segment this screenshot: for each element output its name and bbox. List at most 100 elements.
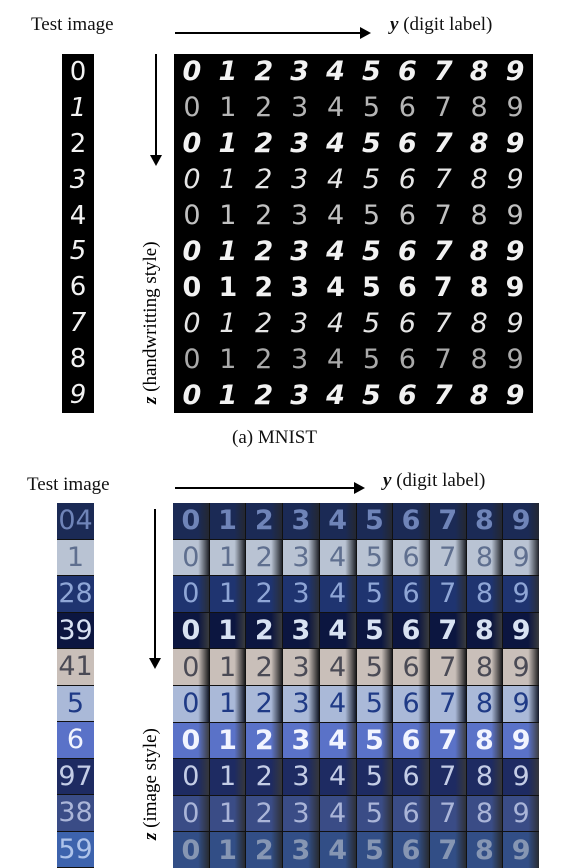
mnist-generated-digit: 1 (218, 379, 238, 411)
mnist-generated-digit: 7 (433, 56, 453, 88)
mnist-generated-digit: 1 (218, 56, 238, 88)
mnist-caption: (a) MNIST (232, 427, 317, 448)
svhn-test-image: 97 (57, 758, 94, 795)
mnist-generated-digit: 4 (326, 235, 345, 267)
svhn-generated-digit: 3 (283, 576, 319, 612)
mnist-z-text: (handwritting style) (140, 241, 161, 397)
mnist-generated-digit: 4 (326, 379, 345, 411)
mnist-generated-digit: 5 (362, 343, 381, 375)
mnist-test-digit: 7 (69, 308, 87, 339)
mnist-generated-digit: 4 (326, 56, 345, 88)
svhn-generated-digit: 7 (429, 539, 466, 576)
svhn-generated-digit: 4 (319, 795, 356, 832)
svhn-generated-digit: 6 (393, 503, 429, 539)
svhn-generated-digit: 5 (356, 795, 393, 832)
mnist-generated-digit: 2 (255, 92, 273, 124)
mnist-generated-digit: 2 (254, 379, 274, 411)
svhn-test-image-column: 04 1 28 39 41 5 6 97 38 59 (57, 503, 94, 868)
mnist-generated-digit: 2 (255, 200, 273, 232)
mnist-y-axis-label: y (digit label) (390, 14, 492, 36)
mnist-generated-digit: 1 (218, 235, 238, 267)
svhn-generated-digit: 6 (393, 685, 429, 722)
svhn-generated-digit: 6 (393, 576, 429, 612)
mnist-test-digit: 8 (69, 344, 87, 375)
mnist-generated-digit: 8 (470, 343, 488, 375)
mnist-generated-digit: 3 (291, 307, 309, 339)
svhn-generated-digit: 5 (356, 722, 393, 759)
svhn-generated-digit: 4 (319, 832, 356, 868)
mnist-generated-digit: 7 (433, 379, 453, 411)
mnist-z-arrow (150, 54, 162, 166)
svhn-generated-digit: 6 (393, 795, 429, 832)
svhn-generated-digit: 7 (429, 685, 466, 722)
svhn-generated-digit: 0 (173, 649, 209, 685)
mnist-generated-digit: 0 (183, 200, 201, 232)
mnist-generated-digit: 5 (362, 271, 381, 303)
mnist-generated-digit: 9 (505, 56, 525, 88)
mnist-y-text: (digit label) (398, 14, 493, 35)
svhn-test-image: 41 (57, 649, 94, 686)
mnist-generated-digit: 6 (397, 271, 417, 303)
svhn-generated-digit: 2 (246, 503, 283, 539)
mnist-generated-digit: 4 (326, 271, 345, 303)
mnist-test-image-column: 0 1 2 3 4 5 6 7 8 9 (62, 54, 94, 413)
mnist-generated-digit: 1 (219, 164, 237, 196)
svhn-generated-digit: 8 (466, 576, 503, 612)
svhn-generated-digit: 2 (246, 759, 283, 795)
svhn-z-arrow (149, 509, 161, 669)
mnist-test-digit: 4 (69, 200, 87, 231)
mnist-generated-digit: 8 (469, 271, 489, 303)
mnist-test-digit: 1 (69, 92, 87, 123)
svhn-generated-digit: 1 (209, 612, 246, 649)
mnist-generated-digit: 5 (362, 307, 381, 339)
mnist-generated-digit: 6 (397, 128, 417, 160)
mnist-generated-digit: 7 (434, 200, 452, 232)
mnist-generated-digit: 1 (219, 307, 237, 339)
mnist-generated-digit: 9 (505, 271, 525, 303)
svhn-generated-digit: 3 (283, 795, 319, 832)
svhn-z-axis-label: z (image style) (140, 728, 162, 840)
svhn-generated-digit: 8 (466, 649, 503, 685)
svhn-y-var: y (383, 470, 392, 491)
mnist-generated-digit: 4 (326, 343, 345, 375)
svhn-test-image: 38 (57, 795, 94, 832)
svhn-generated-digit: 4 (319, 722, 356, 759)
mnist-generated-digit: 0 (183, 343, 201, 375)
mnist-generated-digit: 5 (362, 379, 381, 411)
svhn-generated-digit: 0 (173, 759, 209, 795)
mnist-generated-digit: 2 (254, 128, 274, 160)
svhn-generated-digit: 1 (209, 795, 246, 832)
mnist-generated-digit: 8 (469, 379, 489, 411)
mnist-generated-digit: 1 (218, 128, 238, 160)
mnist-generated-digit: 5 (362, 128, 381, 160)
mnist-generated-digit: 0 (182, 56, 202, 88)
mnist-generated-digit: 8 (470, 92, 488, 124)
mnist-generated-digit: 6 (398, 92, 416, 124)
mnist-generated-digit: 8 (470, 200, 488, 232)
svhn-generated-digit: 9 (503, 539, 539, 576)
svhn-generated-digit: 2 (246, 576, 283, 612)
svhn-generated-digit: 2 (246, 832, 283, 868)
mnist-generated-digit: 8 (470, 164, 488, 196)
svhn-generated-digit: 7 (429, 612, 466, 649)
mnist-generated-digit: 1 (219, 200, 237, 232)
mnist-generated-digit: 1 (218, 271, 238, 303)
svhn-generated-digit: 1 (209, 722, 246, 759)
svhn-generated-digit: 5 (356, 685, 393, 722)
mnist-generated-digit: 1 (219, 92, 237, 124)
svhn-test-image: 28 (57, 576, 94, 613)
svhn-test-image-label: Test image (27, 474, 110, 495)
svhn-generated-digit: 2 (246, 649, 283, 685)
svhn-generated-digit: 8 (466, 722, 503, 759)
mnist-y-arrow (175, 27, 371, 39)
svhn-generated-digit: 8 (466, 795, 503, 832)
mnist-generated-digit: 7 (434, 343, 452, 375)
mnist-generated-digit: 9 (506, 200, 524, 232)
mnist-generated-digit: 4 (326, 92, 345, 124)
svhn-generated-digit: 2 (246, 539, 283, 576)
svhn-test-image: 59 (57, 831, 94, 868)
mnist-z-var: z (140, 396, 161, 404)
mnist-generated-digit: 5 (362, 235, 381, 267)
mnist-generated-digit: 9 (505, 235, 525, 267)
mnist-generated-digit: 9 (506, 307, 524, 339)
